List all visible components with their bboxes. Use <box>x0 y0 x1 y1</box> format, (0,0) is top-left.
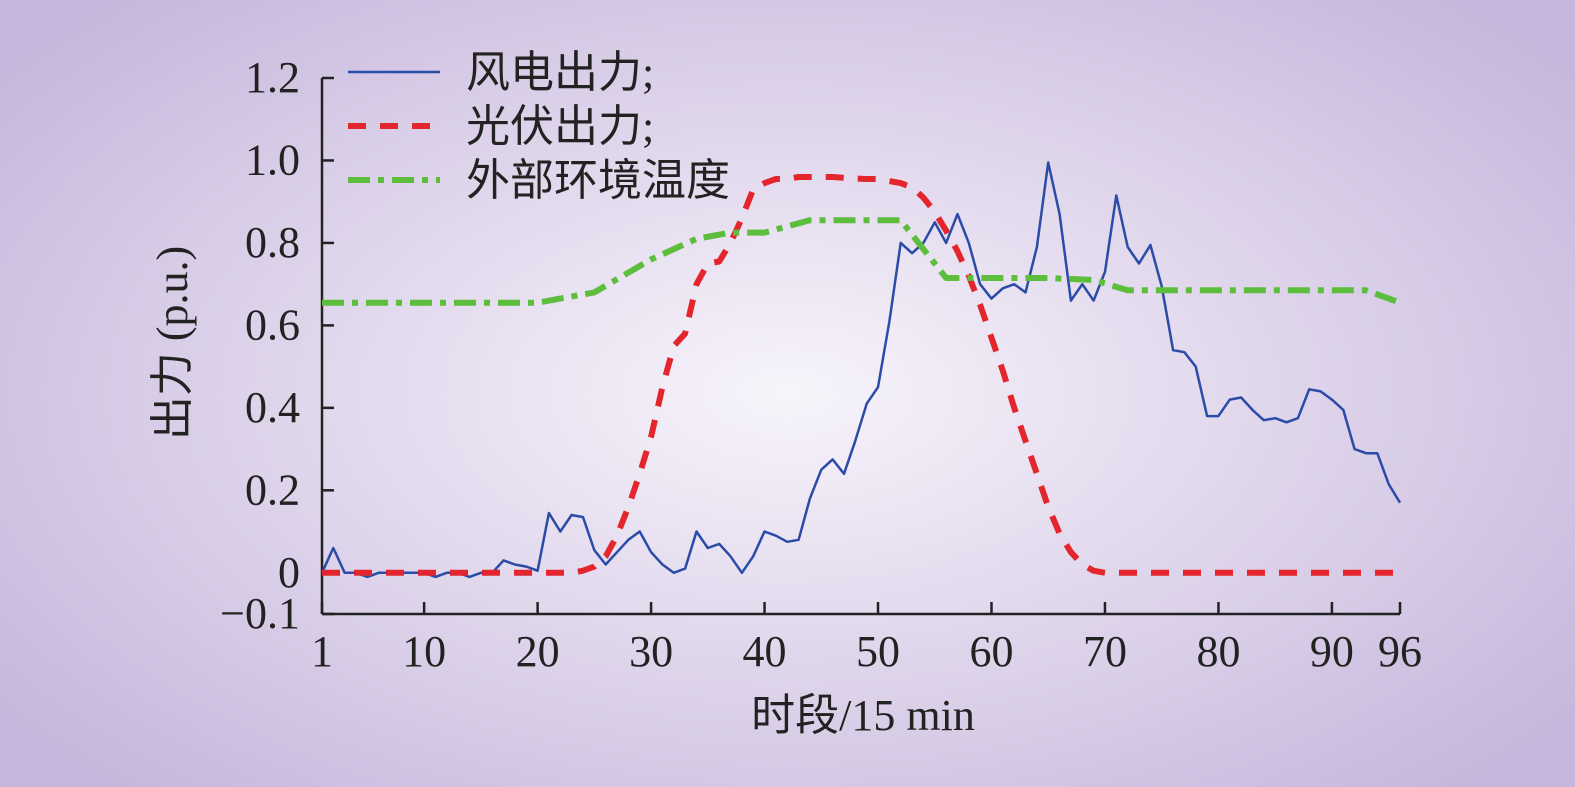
chart-series-lines <box>320 161 1402 579</box>
x-axis-label: 时段/15 min <box>751 691 975 740</box>
legend-label-2: 光伏出力; <box>466 102 654 151</box>
y-tick-label: 0 <box>278 548 300 597</box>
x-tick-label: 70 <box>1083 627 1127 676</box>
chart-legend: 风电出力; 光伏出力; 外部环境温度 <box>348 48 730 205</box>
legend-label-3: 外部环境温度 <box>466 156 730 205</box>
y-tick-label: 0.4 <box>245 383 300 432</box>
y-axis-label: 出力 (p.u.) <box>148 246 197 440</box>
series-line-2 <box>322 174 1400 576</box>
series-line-1 <box>320 161 1402 579</box>
x-tick-label: 50 <box>856 627 900 676</box>
x-tick-label: 60 <box>969 627 1013 676</box>
x-tick-label: 96 <box>1378 627 1422 676</box>
chart-axes: −0.10 0.2 0.4 0.6 0.8 1.0 1.2 1 10 20 30 40 50 60 70 80… <box>220 53 1422 676</box>
x-tick-label: 20 <box>516 627 560 676</box>
x-tick-label: 10 <box>402 627 446 676</box>
y-tick-label: −0.1 <box>220 589 300 638</box>
x-tick-label: 30 <box>629 627 673 676</box>
y-tick-label: 0.2 <box>245 465 300 514</box>
legend-label-1: 风电出力; <box>466 48 654 97</box>
y-tick-label: 1.0 <box>245 135 300 184</box>
x-tick-label: 1 <box>311 627 333 676</box>
y-tick-label: 1.2 <box>245 53 300 102</box>
x-tick-label: 40 <box>743 627 787 676</box>
y-tick-label: 0.6 <box>245 300 300 349</box>
x-tick-label: 90 <box>1310 627 1354 676</box>
series-line-3 <box>322 217 1402 306</box>
x-tick-label: 80 <box>1196 627 1240 676</box>
y-tick-label: 0.8 <box>245 218 300 267</box>
